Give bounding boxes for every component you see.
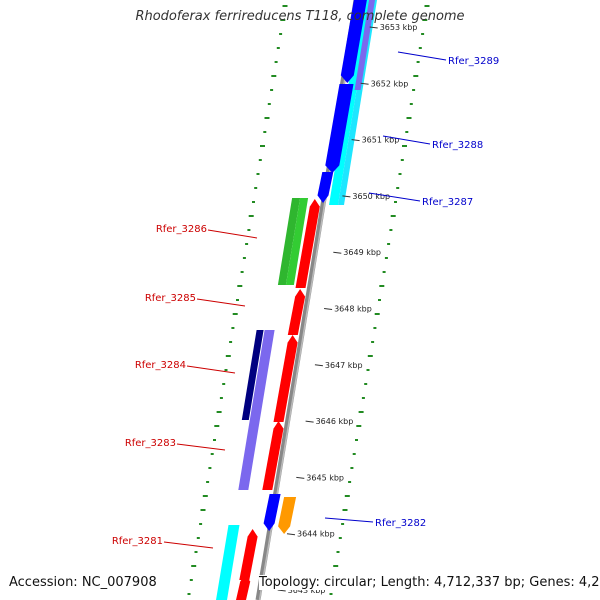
feature-rfer-3286 xyxy=(295,199,320,288)
gene-label-leader xyxy=(196,298,246,307)
feature-rfer-3284 xyxy=(273,335,298,422)
feature-rfer-3282 xyxy=(278,497,297,534)
kbp-tick xyxy=(305,420,314,423)
feature-rfer-3281 xyxy=(239,529,258,580)
gene-label-leader xyxy=(186,365,236,374)
kbp-tick-label: 3648 kbp xyxy=(334,305,372,314)
gene-label-leader xyxy=(176,443,226,451)
gene-label-leader xyxy=(368,192,421,202)
accession-text: Accession: NC_007908 xyxy=(9,575,157,590)
gene-label-rfer-3282: Rfer_3282 xyxy=(375,518,426,529)
kbp-tick xyxy=(342,195,351,198)
feature-rfer-3289 xyxy=(340,0,367,83)
kbp-tick xyxy=(333,251,342,254)
kbp-tick-label: 3651 kbp xyxy=(362,136,400,145)
kbp-tick xyxy=(351,139,360,142)
kbp-tick xyxy=(369,26,378,29)
gene-label-leader xyxy=(382,135,431,145)
feature-green-a xyxy=(277,198,301,285)
feature-cyan-edge xyxy=(338,0,377,205)
kbp-tick xyxy=(360,82,369,85)
feature-lavender-top xyxy=(354,0,376,90)
topology-text: Topology: circular; Length: 4,712,337 bp… xyxy=(259,575,600,590)
feature-red-bottom xyxy=(236,574,251,600)
feature-rfer-3286-green xyxy=(285,198,309,285)
feature-rfer-3283 xyxy=(262,421,284,490)
feature-navy xyxy=(241,330,264,420)
gene-label-rfer-3286: Rfer_3286 xyxy=(156,224,207,235)
kbp-tick-label: 3647 kbp xyxy=(325,361,363,370)
feature-rfer-3284-lavender xyxy=(238,330,275,490)
feature-rfer-3288 xyxy=(325,84,354,173)
gene-label-leader xyxy=(207,229,258,239)
gene-label-leader xyxy=(397,51,447,61)
kbp-tick-label: 3644 kbp xyxy=(297,530,335,539)
kbp-tick-label: 3649 kbp xyxy=(343,248,381,257)
gene-label-leader xyxy=(163,541,214,549)
feature-cyan-bottom xyxy=(216,525,240,600)
kbp-tick-label: 3645 kbp xyxy=(306,473,344,482)
feature-rfer-3287 xyxy=(317,172,334,203)
gene-label-rfer-3288: Rfer_3288 xyxy=(432,140,483,151)
kbp-tick-label: 3650 kbp xyxy=(352,192,390,201)
kbp-tick-label: 3653 kbp xyxy=(380,23,418,32)
feature-rfer-3282-blue xyxy=(263,494,281,531)
genome-title: Rhodoferax ferrireducens T118, complete … xyxy=(135,9,465,24)
kbp-tick-label: 3643 kbp xyxy=(288,586,326,595)
kbp-tick xyxy=(296,476,305,479)
gene-label-rfer-3283: Rfer_3283 xyxy=(125,438,176,449)
kbp-tick xyxy=(314,364,323,367)
kbp-tick-label: 3646 kbp xyxy=(316,417,354,426)
kbp-tick xyxy=(286,533,296,536)
gene-label-rfer-3284: Rfer_3284 xyxy=(135,360,186,371)
gene-label-rfer-3281: Rfer_3281 xyxy=(112,536,163,547)
kbp-tick xyxy=(277,589,286,592)
feature-rfer-3285 xyxy=(287,289,306,335)
kbp-tick-label: 3652 kbp xyxy=(371,79,409,88)
gene-label-rfer-3285: Rfer_3285 xyxy=(145,293,196,304)
gene-label-rfer-3287: Rfer_3287 xyxy=(422,197,473,208)
kbp-tick xyxy=(324,308,333,310)
gene-label-rfer-3289: Rfer_3289 xyxy=(448,56,499,67)
gene-label-leader xyxy=(324,517,374,523)
